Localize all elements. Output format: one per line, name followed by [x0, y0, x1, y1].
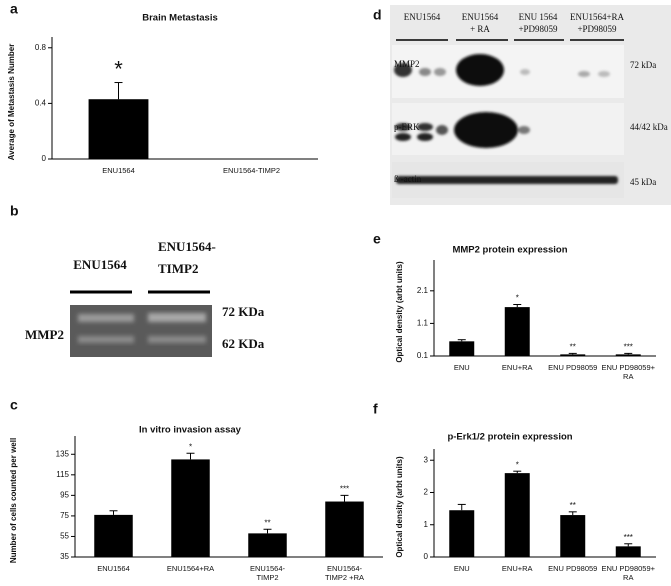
y-tick-label: 95 — [60, 490, 69, 499]
x-tick-label: ENU PD98059+ — [601, 564, 655, 573]
y-tick-label: 115 — [56, 470, 69, 479]
y-tick-label: 0.8 — [35, 43, 47, 52]
bar — [449, 510, 475, 557]
blot-b: b ENU1564 ENU1564- TIMP2 MMP2 72 KDa 62 … — [10, 203, 265, 357]
size-label: 45 kDa — [630, 177, 656, 187]
lane-label: ENU1564- — [158, 239, 216, 254]
y-tick-label: 0.4 — [35, 98, 47, 107]
y-tick-label: 0 — [424, 552, 429, 561]
y-tick-label: 75 — [60, 511, 69, 520]
lane-label: TIMP2 — [158, 261, 198, 276]
bar — [248, 533, 287, 557]
chart-title: Brain Metastasis — [142, 13, 218, 24]
row-label: p-ERK — [394, 122, 420, 132]
x-tick-label: ENU1564-TIMP2 — [223, 166, 280, 175]
x-tick-label: ENU PD98059 — [548, 564, 597, 573]
bar — [560, 354, 586, 356]
significance-label: ** — [264, 518, 270, 527]
size-label: 44/42 kDa — [630, 122, 668, 132]
x-tick-label: ENU PD98059 — [548, 363, 597, 372]
y-tick-label: 3 — [424, 455, 429, 464]
significance-label: * — [114, 56, 123, 81]
bar — [504, 473, 530, 557]
x-tick-label: ENU — [454, 564, 470, 573]
x-tick-label: ENU+RA — [502, 564, 533, 573]
significance-label: * — [189, 442, 192, 451]
lane-label: +PD98059 — [577, 24, 617, 34]
lane-label: + RA — [470, 24, 490, 34]
significance-label: ** — [570, 501, 576, 510]
y-tick-label: 35 — [60, 552, 69, 561]
bar — [560, 515, 586, 557]
y-tick-label: 135 — [56, 449, 70, 458]
y-axis-label: Optical density (arbt units) — [395, 456, 404, 558]
size-label: 62 KDa — [222, 336, 265, 351]
lane-label: ENU 1564 — [519, 12, 558, 22]
x-tick-label: RA — [623, 573, 633, 582]
y-tick-label: 2 — [424, 488, 429, 497]
significance-label: *** — [624, 343, 633, 352]
y-tick-label: 55 — [60, 532, 69, 541]
y-tick-label: 1 — [424, 520, 429, 529]
bands — [394, 54, 618, 184]
row-label: MMP2 — [394, 59, 420, 69]
x-tick-label: TIMP2 +RA — [325, 573, 364, 582]
x-tick-label: ENU1564- — [250, 564, 286, 573]
x-tick-label: TIMP2 — [256, 573, 278, 582]
bar — [94, 514, 133, 557]
significance-label: * — [516, 460, 519, 469]
bar — [171, 459, 210, 557]
y-axis-label: Optical density (arbt units) — [395, 261, 404, 363]
chart-title: p-Erk1/2 protein expression — [447, 432, 572, 443]
x-tick-label: ENU1564- — [327, 564, 363, 573]
y-tick-label: 0.1 — [417, 351, 429, 360]
lane-label: +PD98059 — [518, 24, 558, 34]
size-label: 72 KDa — [222, 304, 265, 319]
y-tick-label: 2.1 — [417, 286, 429, 295]
bar — [449, 341, 475, 356]
x-tick-label: RA — [623, 372, 633, 381]
chart-title: MMP2 protein expression — [452, 245, 567, 256]
panel-label: e — [373, 231, 381, 247]
lane-label: ENU1564+RA — [570, 12, 625, 22]
bar — [615, 546, 641, 557]
chart-title: In vitro invasion assay — [139, 425, 242, 436]
significance-label: *** — [624, 533, 633, 542]
x-tick-label: ENU1564 — [102, 166, 135, 175]
panel-label: c — [10, 397, 18, 413]
x-tick-label: ENU1564 — [97, 564, 130, 573]
bar — [615, 354, 641, 356]
significance-label: * — [516, 294, 519, 303]
bar — [325, 501, 364, 557]
y-axis-label: Number of cells counted per well — [9, 438, 18, 563]
panel-label: b — [10, 203, 19, 219]
bar — [88, 99, 149, 159]
blot-d: d ENU1564 ENU1564 + RA ENU 1564 +PD98059… — [373, 5, 671, 205]
lane-label: ENU1564 — [404, 12, 441, 22]
panel-label: a — [10, 1, 18, 17]
row-label: ß -actin — [394, 174, 422, 184]
bar — [504, 307, 530, 356]
lane-label: ENU1564 — [462, 12, 499, 22]
blot-image — [70, 305, 212, 357]
x-tick-label: ENU — [454, 363, 470, 372]
significance-label: ** — [570, 343, 576, 352]
row-label: MMP2 — [25, 327, 64, 342]
panel-label: f — [373, 401, 378, 417]
significance-label: *** — [340, 484, 349, 493]
bands — [78, 313, 206, 343]
y-axis-label: Average of Metastasis Number — [7, 44, 16, 161]
x-tick-label: ENU1564+RA — [167, 564, 214, 573]
size-label: 72 kDa — [630, 60, 656, 70]
y-tick-label: 1.1 — [417, 319, 429, 328]
panel-label: d — [373, 7, 382, 23]
x-tick-label: ENU PD98059+ — [601, 363, 655, 372]
x-tick-label: ENU+RA — [502, 363, 533, 372]
y-tick-label: 0 — [42, 154, 47, 163]
lane-label: ENU1564 — [73, 257, 127, 272]
